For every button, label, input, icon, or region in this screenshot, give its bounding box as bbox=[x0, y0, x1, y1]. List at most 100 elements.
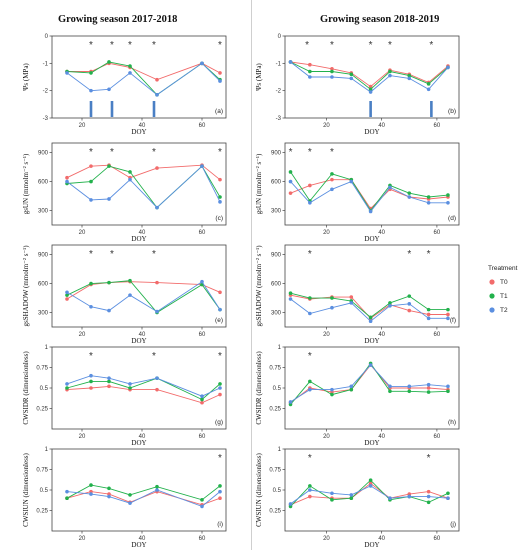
point-T2 bbox=[426, 201, 431, 205]
x-tick-label: 40 bbox=[378, 536, 385, 542]
point-T1 bbox=[288, 170, 293, 174]
legend-title: Treatment bbox=[488, 265, 518, 272]
point-T2 bbox=[308, 387, 312, 392]
plot-frame bbox=[51, 346, 227, 430]
significance-star: * bbox=[330, 147, 334, 158]
point-T2 bbox=[368, 209, 373, 214]
y-tick-label: 0.75 bbox=[36, 468, 48, 474]
significance-star: * bbox=[427, 249, 431, 260]
point-T0 bbox=[308, 494, 312, 499]
point-T2 bbox=[426, 87, 431, 92]
y-tick-label: -2 bbox=[276, 89, 282, 95]
point-T1 bbox=[407, 389, 412, 394]
y-tick-label: 900 bbox=[271, 253, 282, 259]
point-T0 bbox=[330, 177, 334, 182]
x-tick-label: 40 bbox=[139, 536, 146, 542]
x-tick-label: 40 bbox=[139, 434, 146, 440]
x-axis-label: DOY bbox=[131, 235, 146, 243]
title-left: Growing season 2017-2018 bbox=[58, 14, 178, 25]
point-T1 bbox=[308, 484, 312, 488]
x-axis-label: DOY bbox=[131, 128, 146, 136]
y-tick-label: 1 bbox=[278, 345, 282, 351]
point-T2 bbox=[349, 301, 354, 305]
plot-frame bbox=[51, 448, 227, 532]
point-T2 bbox=[155, 309, 159, 314]
point-T1 bbox=[288, 291, 293, 296]
y-axis-label: Ψs (MPa) bbox=[255, 63, 263, 91]
point-T2 bbox=[107, 87, 111, 92]
point-T1 bbox=[128, 493, 132, 497]
point-T1 bbox=[368, 478, 373, 482]
y-tick-label: 600 bbox=[38, 282, 49, 288]
y-tick-label: 0.5 bbox=[273, 386, 282, 392]
significance-star: * bbox=[89, 40, 93, 51]
point-T1 bbox=[218, 382, 222, 386]
point-T0 bbox=[218, 392, 222, 397]
point-T0 bbox=[330, 390, 334, 394]
point-T2 bbox=[330, 387, 334, 392]
point-T1 bbox=[65, 496, 69, 501]
point-T2 bbox=[388, 496, 392, 501]
x-axis-label: DOY bbox=[364, 439, 379, 447]
point-T2 bbox=[388, 73, 392, 78]
panel-b: -3 -2 -1 0 20 40 60 DOY Ψs (MPa) * * * * * (b) bbox=[255, 34, 460, 136]
point-T0 bbox=[426, 489, 431, 494]
y-tick-label: 0.5 bbox=[40, 386, 49, 392]
point-T1 bbox=[368, 315, 373, 320]
x-tick-label: 40 bbox=[139, 123, 146, 129]
point-T1 bbox=[107, 379, 111, 384]
point-T2 bbox=[426, 382, 431, 387]
irrigation-marker bbox=[110, 101, 114, 117]
significance-star: * bbox=[218, 147, 222, 158]
y-tick-label: 0.5 bbox=[273, 488, 282, 494]
point-T1 bbox=[330, 392, 334, 397]
y-tick-label: 0.5 bbox=[40, 488, 49, 494]
point-T1 bbox=[407, 191, 412, 195]
point-T2 bbox=[308, 201, 312, 205]
x-axis-label: DOY bbox=[131, 337, 146, 345]
significance-star: * bbox=[308, 249, 312, 260]
point-T2 bbox=[128, 501, 132, 505]
y-axis-label: gsUN (mmolm⁻² s⁻¹) bbox=[255, 153, 263, 214]
x-tick-label: 60 bbox=[199, 434, 206, 440]
point-T2 bbox=[407, 195, 412, 199]
point-T2 bbox=[288, 502, 293, 506]
point-T2 bbox=[288, 297, 293, 301]
point-T2 bbox=[388, 384, 392, 389]
point-T1 bbox=[308, 69, 312, 74]
irrigation-marker bbox=[152, 101, 156, 117]
significance-star: * bbox=[218, 453, 222, 464]
x-axis-label: DOY bbox=[364, 541, 379, 549]
x-tick-label: 20 bbox=[79, 230, 86, 236]
irrigation-marker bbox=[89, 101, 93, 117]
point-T2 bbox=[446, 316, 450, 321]
panel-label: (f) bbox=[450, 317, 456, 324]
point-T1 bbox=[128, 278, 132, 283]
y-axis-label: Ψs (MPa) bbox=[22, 63, 30, 91]
x-axis-label: DOY bbox=[131, 541, 146, 549]
point-T0 bbox=[65, 297, 69, 301]
significance-star: * bbox=[429, 40, 433, 51]
point-T1 bbox=[89, 281, 93, 286]
point-T2 bbox=[388, 303, 392, 308]
point-T2 bbox=[128, 382, 132, 386]
point-T0 bbox=[330, 67, 334, 71]
irrigation-marker bbox=[369, 101, 372, 117]
point-T2 bbox=[349, 384, 354, 389]
significance-star: * bbox=[218, 351, 222, 362]
x-tick-label: 60 bbox=[434, 123, 441, 129]
point-T1 bbox=[330, 172, 334, 176]
point-T2 bbox=[200, 394, 204, 399]
point-T1 bbox=[155, 484, 159, 489]
panel-label: (h) bbox=[448, 419, 456, 426]
y-tick-label: 600 bbox=[271, 282, 282, 288]
point-T2 bbox=[65, 382, 69, 386]
point-T0 bbox=[89, 164, 93, 168]
y-tick-label: 0.25 bbox=[269, 407, 281, 413]
significance-star: * bbox=[308, 147, 312, 158]
point-T0 bbox=[65, 175, 69, 180]
panel-label: (a) bbox=[215, 108, 223, 115]
y-tick-label: 900 bbox=[271, 151, 282, 157]
point-T1 bbox=[128, 386, 132, 390]
point-T1 bbox=[388, 69, 392, 74]
